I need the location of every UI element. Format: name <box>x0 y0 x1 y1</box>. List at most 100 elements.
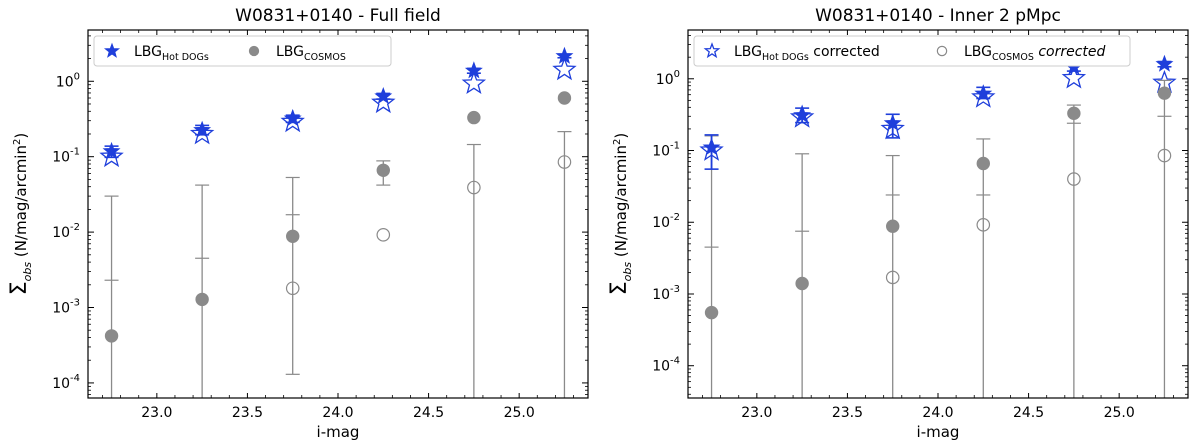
legend-sub: Hot DOGs <box>162 52 209 63</box>
x-tick-label: 23.0 <box>741 405 772 421</box>
legend-label: LBGHot DOGs <box>134 44 209 63</box>
data-point-circle-filled <box>104 329 119 343</box>
x-axis-label: i-mag <box>317 423 360 441</box>
x-tick-label: 23.5 <box>232 405 263 421</box>
y-tick-base: 10 <box>52 150 70 166</box>
legend-after: corrected <box>1034 44 1106 60</box>
y-tick-exponent: -3 <box>670 284 680 295</box>
data-point-circle-filled <box>467 110 481 125</box>
data-point-circle-filled <box>1067 106 1081 121</box>
legend-box <box>93 35 392 67</box>
legend-label: LBGHot DOGs corrected <box>734 44 880 63</box>
y-tick-exponent: -2 <box>670 212 680 223</box>
y-tick-base: 10 <box>52 301 70 317</box>
data-point-star-open <box>371 89 396 114</box>
y-axis-label: Σobs (N/mag/arcmin2) <box>7 133 34 295</box>
data-point-star-filled <box>702 138 721 156</box>
y-tick-exponent: 0 <box>674 69 680 80</box>
y-tick-label: 10-1 <box>52 147 80 166</box>
axes-frame <box>687 29 1189 399</box>
legend-sub: Hot DOGs <box>762 52 809 63</box>
data-point-star-open <box>789 104 815 128</box>
y-tick-label: 100 <box>656 69 680 88</box>
data-point-star-filled <box>102 141 121 159</box>
x-tick-label: 24.0 <box>322 405 353 421</box>
y-tick-base: 10 <box>52 225 70 241</box>
x-axis-label: i-mag <box>917 423 960 441</box>
data-point-circle-filled <box>886 219 900 233</box>
data-point-circle-filled <box>286 229 300 243</box>
y-tick-label: 10-2 <box>652 212 680 231</box>
legend-sub: COSMOS <box>304 52 346 63</box>
y-tick-base: 10 <box>652 144 670 160</box>
y-label-open: ( <box>12 251 30 262</box>
x-tick-label: 24.0 <box>922 405 953 421</box>
y-label-sub: obs <box>21 262 34 282</box>
x-tick-label: 25.0 <box>504 405 535 421</box>
y-tick-label: 100 <box>56 71 80 90</box>
data-point-star-filled <box>374 86 393 105</box>
y-tick-label: 10-1 <box>652 141 680 160</box>
data-point-star-open <box>971 84 996 108</box>
legend-label: LBGCOSMOS corrected <box>964 44 1106 63</box>
data-point-star-open <box>99 143 124 168</box>
data-point-circle-filled <box>704 305 719 320</box>
y-label-power: 2 <box>12 139 23 145</box>
legend-marker <box>936 45 948 57</box>
data-point-star-open <box>280 108 305 133</box>
x-tick-label: 24.5 <box>413 405 444 421</box>
data-point-circle-open <box>1067 172 1081 186</box>
legend-sub: COSMOS <box>992 52 1034 63</box>
y-tick-label: 10-4 <box>52 373 80 392</box>
y-label-units: N/mag/arcmin <box>612 145 630 251</box>
y-tick-base: 10 <box>656 72 674 88</box>
data-point-star-open <box>880 116 905 140</box>
legend-label: LBGCOSMOS <box>276 44 346 63</box>
y-tick-label: 10-4 <box>652 356 680 375</box>
y-label-sigma: Σ <box>607 281 632 295</box>
data-point-circle-filled <box>557 91 572 105</box>
y-tick-exponent: -4 <box>670 356 680 367</box>
y-tick-exponent: -2 <box>70 222 80 233</box>
data-point-star-open <box>1061 65 1087 89</box>
data-point-star-open <box>461 70 487 95</box>
y-tick-exponent: -1 <box>70 147 80 158</box>
data-point-star-filled <box>464 61 483 79</box>
data-point-circle-open <box>976 218 991 232</box>
y-tick-base: 10 <box>652 287 670 303</box>
y-tick-exponent: 0 <box>74 71 80 82</box>
chart-title: W0831+0140 - Inner 2 pMpc <box>815 6 1061 26</box>
data-point-circle-open <box>376 228 391 242</box>
y-tick-exponent: -1 <box>670 141 680 152</box>
panel-full-field: W0831+0140 - Full field 23.0 23.5 24.0 24.5 2… <box>7 6 589 441</box>
data-point-star-open <box>189 121 215 145</box>
legend-main: LBG <box>964 44 992 60</box>
chart-title: W0831+0140 - Full field <box>235 6 441 26</box>
y-tick-base: 10 <box>652 359 670 375</box>
y-tick-exponent: -4 <box>70 373 80 384</box>
legend-marker <box>103 42 121 58</box>
legend-marker <box>703 42 721 59</box>
data-point-star-filled <box>974 84 993 102</box>
data-point-circle-filled <box>795 276 809 291</box>
data-point-circle-filled <box>1157 86 1172 100</box>
data-point-circle-open <box>285 281 300 296</box>
data-point-circle-filled <box>195 292 209 307</box>
y-tick-label: 10-2 <box>52 222 80 241</box>
y-tick-base: 10 <box>52 376 70 392</box>
x-tick-label: 23.0 <box>141 405 172 421</box>
legend-main: LBG <box>734 44 762 60</box>
data-point-star-open <box>552 56 577 81</box>
y-label-open: ( <box>612 251 630 262</box>
y-label-sub: obs <box>621 262 634 282</box>
data-point-star-open <box>699 137 724 161</box>
data-point-circle-open <box>885 270 900 285</box>
data-point-circle-filled <box>376 163 390 177</box>
y-tick-label: 10-3 <box>652 284 680 303</box>
data-point-circle-open <box>1157 148 1172 163</box>
panel-inner-2-pmpc: W0831+0140 - Inner 2 pMpc 23.0 23.5 24.0 24.… <box>607 6 1189 441</box>
legend-box <box>693 35 1131 67</box>
data-point-star-filled <box>1155 54 1174 72</box>
y-axis-label: Σobs (N/mag/arcmin2) <box>607 133 634 295</box>
plot-area <box>99 46 577 398</box>
